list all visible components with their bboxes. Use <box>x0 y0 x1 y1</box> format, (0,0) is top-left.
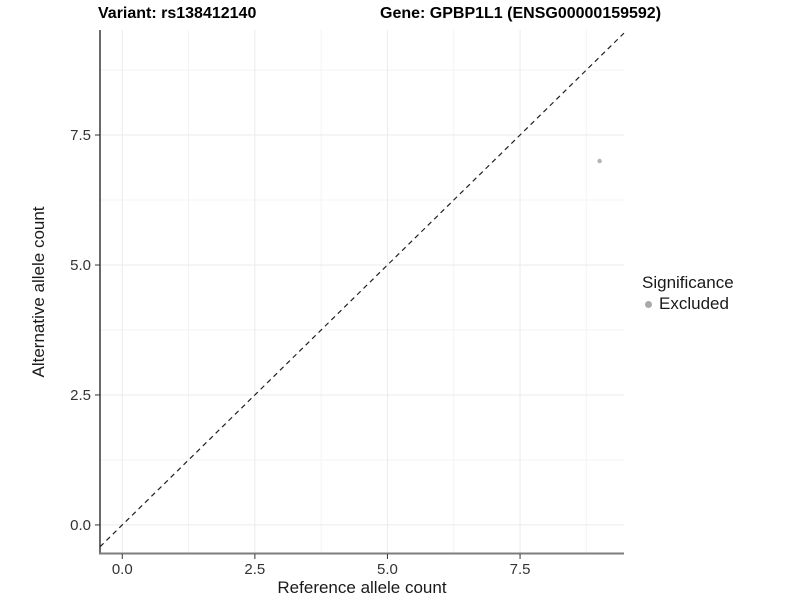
legend-title: Significance <box>642 273 734 292</box>
x-tick-label: 2.5 <box>244 561 265 578</box>
excluded-point-icon <box>645 300 652 308</box>
data-point <box>597 158 602 164</box>
y-tick-label: 7.5 <box>70 127 91 144</box>
y-tick-label: 2.5 <box>70 387 91 404</box>
y-axis-title: Alternative allele count <box>29 206 48 377</box>
variant-title: Variant: rs138412140 <box>98 5 257 22</box>
x-tick-label: 0.0 <box>112 561 133 578</box>
legend-entry: Excluded <box>642 294 800 314</box>
identity-line-layer <box>99 32 625 548</box>
legend-entry-label: Excluded <box>659 294 729 313</box>
y-tick-label: 0.0 <box>70 517 91 534</box>
data-points <box>597 158 602 164</box>
identity-line <box>99 32 625 548</box>
legend: Significance Excluded <box>642 272 800 314</box>
x-axis-title: Reference allele count <box>277 578 446 597</box>
x-tick-label: 7.5 <box>510 561 531 578</box>
gridlines <box>100 30 624 553</box>
axes <box>99 30 624 555</box>
gene-title: Gene: GPBP1L1 (ENSG00000159592) <box>380 5 662 22</box>
x-tick-label: 5.0 <box>377 561 398 578</box>
y-tick-label: 5.0 <box>70 257 91 274</box>
tick-marks-and-labels: 0.0 2.5 5.0 7.5 0.0 2.5 5.0 7.5 <box>70 127 530 578</box>
